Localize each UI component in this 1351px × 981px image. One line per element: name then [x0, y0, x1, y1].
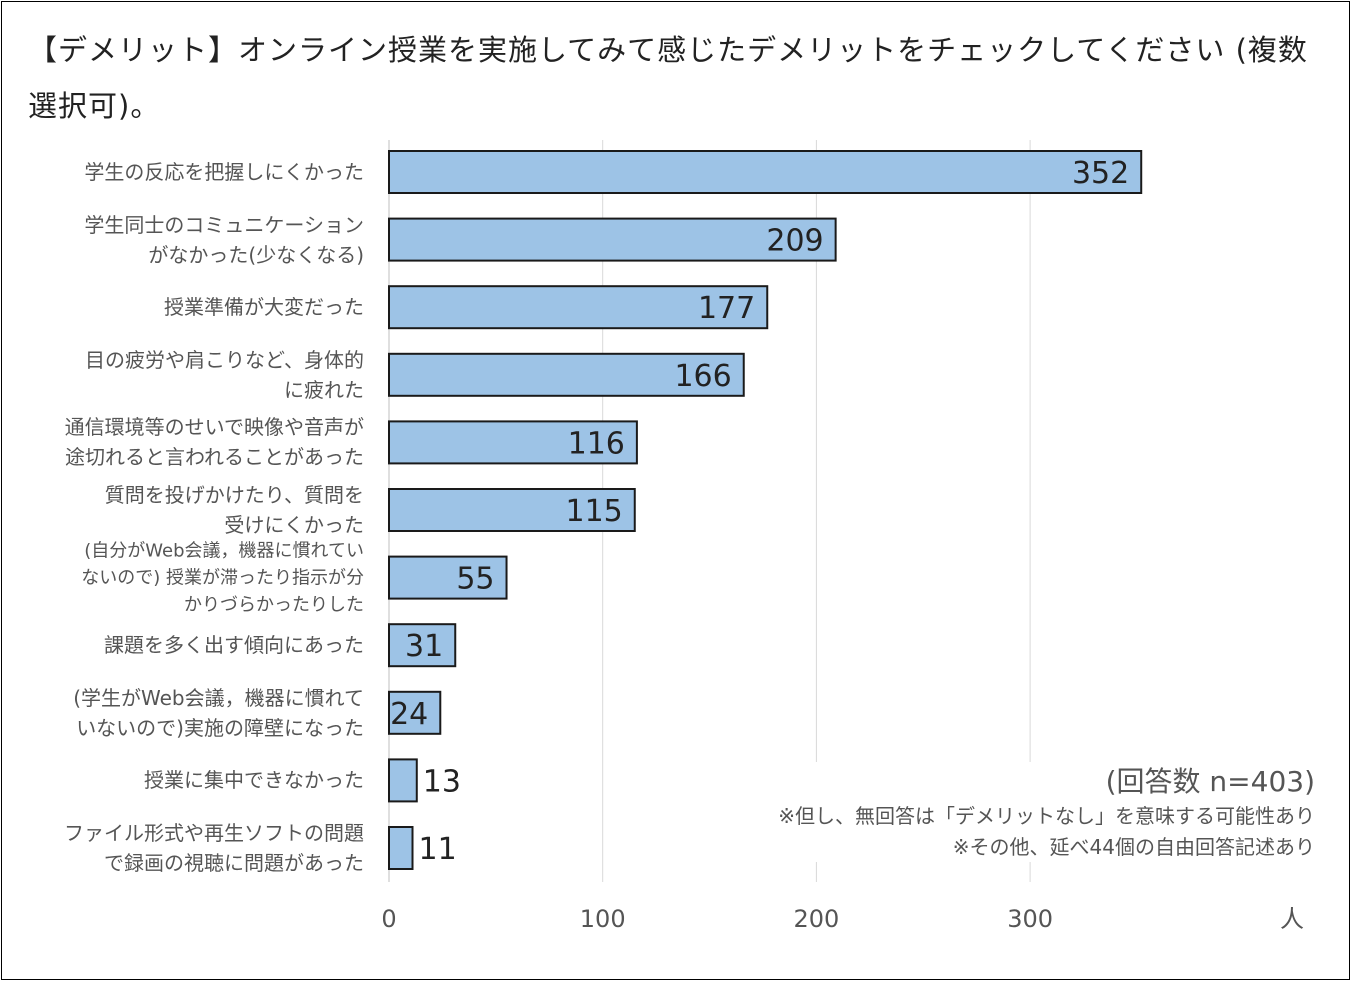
bar-value-label: 24 — [390, 697, 428, 732]
chart-title: 【デメリット】オンライン授業を実施してみて感じたデメリットをチェックしてください… — [28, 33, 1308, 123]
x-tick-label: 300 — [1007, 905, 1053, 933]
category-label: ファイル形式や再生ソフトの問題 で録画の視聴に問題があった — [64, 821, 364, 875]
category-label: (自分がWeb会議，機器に慣れてい ないので) 授業が滞ったり指示が分 かりづら… — [81, 540, 364, 616]
bar — [388, 488, 636, 532]
bar-value-label: 31 — [405, 629, 443, 664]
category-label: 質問を投げかけたり、質問を 受けにくかった — [104, 483, 364, 537]
bar — [388, 352, 745, 397]
respondent-count: (回答数 n=403) — [1105, 765, 1315, 798]
category-label: 学生同士のコミュニケーション がなかった(少なくなる) — [84, 212, 364, 267]
bar-value-label: 352 — [1072, 156, 1129, 191]
bar — [388, 420, 638, 465]
bar-value-label: 55 — [456, 562, 494, 597]
bar — [388, 758, 418, 803]
x-tick-label: 200 — [793, 905, 839, 933]
bar — [388, 217, 837, 262]
category-label: 通信環境等のせいで映像や音声が 途切れると言われることがあった — [64, 415, 364, 470]
x-tick-label: 100 — [580, 905, 626, 933]
bar — [388, 285, 769, 330]
annotation-background — [815, 762, 1315, 862]
bar — [388, 690, 442, 735]
bar-value-label: 13 — [423, 764, 461, 799]
category-label: 目の疲労や肩こりなど、身体的 に疲れた — [85, 347, 364, 402]
bar-value-label: 116 — [568, 426, 625, 461]
note-free-answers: ※その他、延べ44個の自由回答記述あり — [952, 835, 1315, 859]
bar — [388, 150, 1143, 194]
category-label: 学生の反応を把握しにくかった — [84, 160, 364, 184]
x-tick-label: 0 — [381, 905, 396, 933]
category-label: (学生がWeb会議，機器に慣れて いないので)実施の障壁になった — [73, 685, 364, 740]
bar-value-label: 115 — [565, 494, 622, 529]
bar — [388, 623, 457, 668]
category-label: 授業準備が大変だった — [164, 295, 364, 320]
category-label: 課題を多く出す傾向にあった — [104, 633, 364, 658]
bar — [388, 555, 508, 600]
bar — [388, 826, 414, 870]
x-axis-unit: 人 — [1280, 905, 1304, 933]
note-no-answer: ※但し、無回答は「デメリットなし」を意味する可能性あり — [778, 804, 1315, 828]
bar-value-label: 209 — [766, 224, 823, 259]
bar-value-label: 177 — [698, 291, 755, 326]
category-label: 授業に集中できなかった — [144, 768, 364, 793]
bar-value-label: 11 — [419, 832, 457, 867]
bar-value-label: 166 — [674, 359, 731, 394]
